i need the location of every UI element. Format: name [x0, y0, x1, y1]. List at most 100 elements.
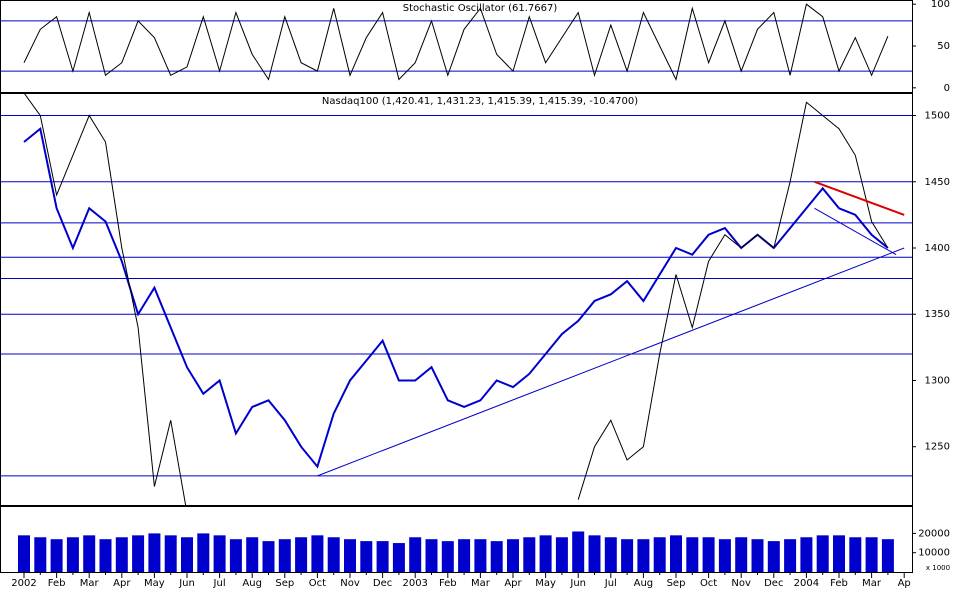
y-tick-label: 0 [944, 83, 950, 94]
bar [115, 537, 128, 572]
pane [0, 3, 912, 81]
x-tick-label: Jun [178, 578, 195, 589]
y-tick-label: 1350 [925, 309, 950, 320]
x-tick-label: Jul [213, 578, 226, 589]
bar [66, 537, 79, 572]
trendline [814, 207, 897, 256]
bar [213, 535, 226, 572]
bar [197, 533, 210, 572]
x-tick-label: Sep [667, 578, 686, 589]
bar [132, 535, 145, 572]
x-tick-label: Jun [569, 578, 586, 589]
pane [18, 531, 894, 572]
x-tick-label: Mar [471, 578, 491, 589]
bar [686, 537, 699, 572]
pane-title: Nasdaq100 (1,420.41, 1,431.23, 1,415.39,… [322, 96, 638, 107]
bar [767, 541, 780, 572]
y-unit-label: x 1000 [926, 564, 950, 572]
x-tick-label: Dec [764, 578, 783, 589]
x-tick-label: 2004 [794, 578, 819, 589]
bar [181, 537, 193, 572]
x-tick-label: Feb [439, 578, 457, 589]
bar [865, 537, 878, 572]
x-tick-label: Nov [731, 578, 751, 589]
bar [229, 539, 242, 572]
trendline [814, 180, 905, 216]
pane-frame [0, 506, 913, 573]
bar [718, 539, 731, 572]
bar [735, 537, 748, 572]
pane [0, 93, 912, 505]
bar [83, 535, 96, 572]
bar [34, 537, 47, 572]
bar [148, 533, 161, 572]
y-tick-label: 50 [937, 41, 950, 52]
x-tick-label: Mar [80, 578, 100, 589]
bar [376, 541, 389, 572]
bar [507, 539, 519, 572]
series-line [23, 3, 889, 81]
bar [278, 539, 291, 572]
x-tick-label: Apr [113, 578, 131, 589]
bar [604, 537, 617, 572]
bar [833, 535, 845, 572]
bar [490, 541, 503, 572]
bar [572, 531, 585, 572]
x-tick-label: Dec [373, 578, 392, 589]
x-tick-label: Jul [604, 578, 617, 589]
bar [539, 535, 552, 572]
x-tick-label: May [144, 578, 165, 589]
pane-title: Stochastic Oscillator (61.7667) [403, 3, 558, 14]
x-tick-label: Aug [634, 578, 654, 589]
y-tick-label: 20000 [918, 528, 950, 539]
bar [474, 539, 487, 572]
bar [670, 535, 682, 572]
bar [425, 539, 438, 572]
y-tick-label: 1400 [925, 243, 950, 254]
bar [311, 535, 324, 572]
x-tick-label: Aug [242, 578, 262, 589]
bar [262, 541, 275, 572]
bar [50, 539, 63, 572]
y-tick-label: 1300 [925, 375, 950, 386]
bar [360, 541, 373, 572]
trendline [317, 247, 905, 477]
bar [800, 537, 813, 572]
bar [621, 539, 634, 572]
bar [653, 537, 666, 572]
bar [344, 539, 356, 572]
bar [523, 537, 536, 572]
x-tick-label: Sep [275, 578, 294, 589]
x-tick-label: Oct [700, 578, 717, 589]
bar [295, 537, 308, 572]
bar [246, 537, 259, 572]
bar [702, 537, 715, 572]
x-tick-label: Feb [48, 578, 66, 589]
bar [458, 539, 471, 572]
bar [327, 537, 340, 572]
bar [751, 539, 764, 572]
bar [784, 539, 797, 572]
series-line [23, 126, 889, 469]
bar [99, 539, 112, 572]
bar [392, 543, 405, 572]
bar [555, 537, 568, 572]
y-tick-label: 100 [931, 0, 950, 10]
pane-frame [0, 0, 913, 93]
series-line [23, 93, 889, 505]
bar [849, 537, 862, 572]
y-tick-label: 1500 [925, 111, 950, 122]
x-tick-label: Ap [898, 578, 911, 589]
y-tick-label: 10000 [918, 548, 950, 559]
bar [18, 535, 30, 572]
bar [409, 537, 422, 572]
y-tick-label: 1250 [925, 442, 950, 453]
x-tick-label: 2002 [11, 578, 36, 589]
bar [441, 541, 454, 572]
x-tick-label: Mar [862, 578, 882, 589]
x-tick-label: 2003 [402, 578, 427, 589]
x-tick-label: Apr [504, 578, 522, 589]
x-tick-label: Feb [830, 578, 848, 589]
